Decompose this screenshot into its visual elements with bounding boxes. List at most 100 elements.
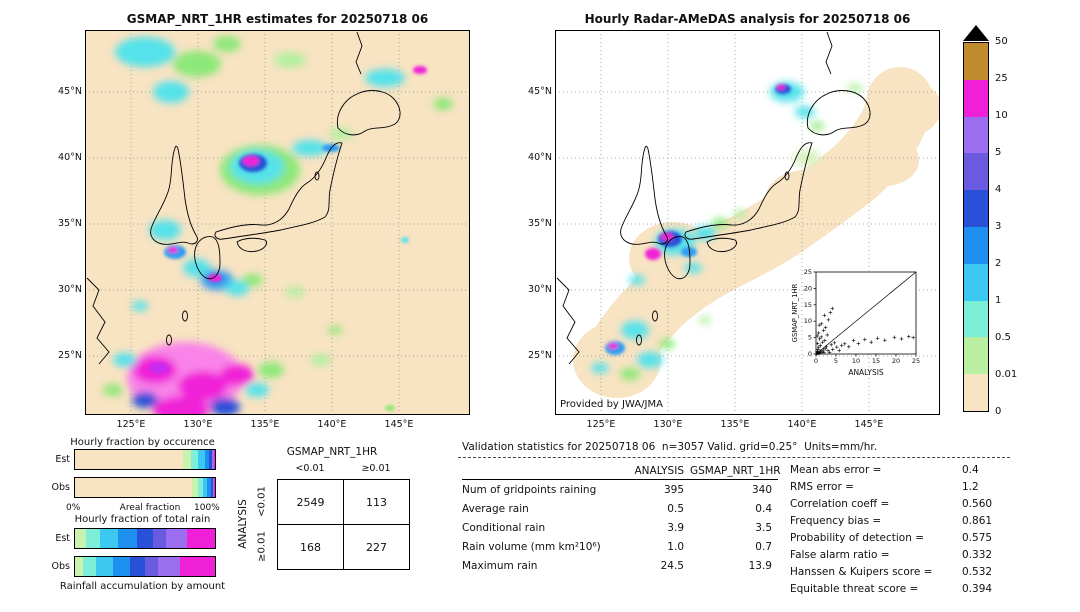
score-row: Equitable threat score = 0.394 xyxy=(790,582,993,595)
table-row: Average rain 0.5 0.4 xyxy=(462,502,772,515)
total-rain-est-label: Est xyxy=(55,533,70,544)
left-map-lat-25: 25°N xyxy=(58,350,82,361)
right-map-svg xyxy=(555,30,941,415)
left-map-lon-140: 140°E xyxy=(317,419,347,430)
contingency-cell-01: 113 xyxy=(344,480,410,525)
contingency-row-label-ge: ≥0.01 xyxy=(256,531,268,562)
svg-text:0: 0 xyxy=(808,350,812,358)
precipitation-cores xyxy=(605,84,791,355)
score-row: Probability of detection = 0.575 xyxy=(790,531,993,544)
col-gsmap: GSMAP_NRT_1HR xyxy=(690,464,781,477)
precipitation-cores xyxy=(149,66,427,411)
colorbar xyxy=(963,42,989,412)
right-map-lon-135: 135°E xyxy=(720,419,750,430)
contingency-cell-00: 2549 xyxy=(278,480,344,525)
score-row: Mean abs error = 0.4 xyxy=(790,463,979,476)
occurrence-est-label: Est xyxy=(55,454,70,465)
right-map-lat-30: 30°N xyxy=(528,284,552,295)
svg-text:5: 5 xyxy=(834,357,838,365)
skill-scores: Mean abs error = 0.4 RMS error = 1.2 Corre… xyxy=(790,461,992,597)
contingency-row-label-lt: <0.01 xyxy=(256,486,268,517)
inset-scatter: 0 5 10 15 20 25 0 5 10 15 20 25 ANALYSIS GSMAP_NRT… xyxy=(788,266,928,390)
provider-credit: Provided by JWA/JMA xyxy=(560,399,663,410)
right-map-lat-35: 35°N xyxy=(528,218,552,229)
table-row: Maximum rain 24.5 13.9 xyxy=(462,559,772,572)
left-map-title: GSMAP_NRT_1HR estimates for 20250718 06 xyxy=(126,12,429,26)
colorbar-labels: 50 25 10 5 4 3 2 1 0.5 0.01 0 xyxy=(995,36,1018,417)
score-row: Correlation coeff = 0.560 xyxy=(790,497,993,510)
validation-title: Validation statistics for 20250718 06 n=… xyxy=(462,441,878,453)
right-map-lat-25: 25°N xyxy=(528,350,552,361)
contingency-col-label-lt: <0.01 xyxy=(295,463,325,474)
grid xyxy=(85,30,470,415)
areal-axis-label: Areal fraction xyxy=(119,503,181,513)
right-map-lon-145: 145°E xyxy=(854,419,884,430)
inset-ylabel: GSMAP_NRT_1HR xyxy=(791,283,799,342)
svg-text:0: 0 xyxy=(814,357,818,365)
coastlines xyxy=(86,31,401,365)
right-map-lat-40: 40°N xyxy=(528,152,552,163)
inset-xlabel: ANALYSIS xyxy=(848,368,884,377)
svg-text:15: 15 xyxy=(804,301,812,309)
occurrence-title: Hourly fraction by occurence xyxy=(70,437,215,448)
left-map-lat-30: 30°N xyxy=(58,284,82,295)
svg-text:5: 5 xyxy=(808,334,812,342)
table-row: Rain volume (mm km²10⁶) 1.0 0.7 xyxy=(462,540,772,553)
left-map-lat-40: 40°N xyxy=(58,152,82,163)
right-map-lon-125: 125°E xyxy=(586,419,616,430)
left-map xyxy=(85,30,470,424)
svg-text:20: 20 xyxy=(892,357,900,365)
scatter-points xyxy=(815,306,915,356)
occurrence-obs-bar xyxy=(74,477,216,498)
contingency-row-header: ANALYSIS xyxy=(237,499,249,549)
coastlines xyxy=(556,31,871,365)
right-map-lon-140: 140°E xyxy=(787,419,817,430)
contingency-cell-10: 168 xyxy=(278,525,344,570)
map-border xyxy=(555,30,940,415)
total-rain-obs-label: Obs xyxy=(51,561,70,572)
right-map xyxy=(555,30,941,415)
score-row: Hanssen & Kuipers score = 0.532 xyxy=(790,565,993,578)
left-map-lon-125: 125°E xyxy=(116,419,146,430)
score-row: False alarm ratio = 0.332 xyxy=(790,548,993,561)
occurrence-est-bar xyxy=(74,449,216,470)
right-map-lon-130: 130°E xyxy=(653,419,683,430)
contingency-cell-11: 227 xyxy=(344,525,410,570)
total-rain-footer: Rainfall accumulation by amount xyxy=(59,581,226,592)
left-map-lat-45: 45°N xyxy=(58,86,82,97)
areal-axis-100: 100% xyxy=(194,503,220,513)
left-map-lon-130: 130°E xyxy=(183,419,213,430)
score-row: RMS error = 1.2 xyxy=(790,480,979,493)
contingency-col-header: GSMAP_NRT_1HR xyxy=(286,446,378,458)
total-rain-title: Hourly fraction of total rain xyxy=(74,514,211,525)
inset-tick-labels: 0 5 10 15 20 25 0 5 10 15 20 25 xyxy=(804,268,920,365)
svg-text:25: 25 xyxy=(804,268,812,276)
one-to-one-line xyxy=(815,271,917,355)
right-map-title: Hourly Radar-AMeDAS analysis for 2025071… xyxy=(584,12,911,26)
svg-text:15: 15 xyxy=(872,357,880,365)
left-map-lat-35: 35°N xyxy=(58,218,82,229)
divider-line xyxy=(458,457,1010,458)
validation-table-header: ANALYSIS GSMAP_NRT_1HR xyxy=(462,462,781,480)
areal-axis-0: 0% xyxy=(66,503,81,513)
right-map-lat-45: 45°N xyxy=(528,86,552,97)
left-map-lon-145: 145°E xyxy=(384,419,414,430)
radar-coverage-region xyxy=(573,67,941,398)
left-map-svg xyxy=(85,30,470,424)
left-map-lon-135: 135°E xyxy=(250,419,280,430)
map-border xyxy=(85,30,470,415)
contingency-col-label-ge: ≥0.01 xyxy=(361,463,391,474)
total-rain-est-bar xyxy=(74,528,216,549)
precipitation-field xyxy=(591,82,863,380)
colorbar-overrange-triangle xyxy=(963,25,989,41)
total-rain-obs-bar xyxy=(74,556,216,577)
score-row: Frequency bias = 0.861 xyxy=(790,514,993,527)
svg-text:10: 10 xyxy=(804,317,812,325)
table-row: Conditional rain 3.9 3.5 xyxy=(462,521,772,534)
occurrence-obs-label: Obs xyxy=(51,482,70,493)
svg-text:10: 10 xyxy=(852,357,860,365)
validation-table: ANALYSIS GSMAP_NRT_1HR Num of gridpoints… xyxy=(462,462,781,575)
inset-ticks xyxy=(813,271,917,357)
col-analysis: ANALYSIS xyxy=(634,464,684,477)
